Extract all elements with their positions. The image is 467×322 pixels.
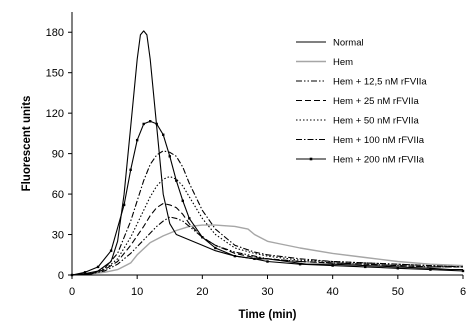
series-marker: [396, 267, 400, 270]
y-tick-label: 30: [52, 230, 64, 242]
series-marker: [188, 217, 191, 220]
series-marker: [364, 265, 367, 269]
series-line: [71, 175, 464, 276]
series-marker: [96, 265, 100, 269]
series-line: [71, 202, 463, 276]
legend-label: Hem + 25 nM rFVIIa: [333, 96, 420, 107]
y-tick-label: 180: [46, 27, 64, 39]
legend-label: Hem + 50 nM rFVIIa: [333, 116, 420, 127]
series-line: [71, 120, 464, 276]
series-marker: [155, 122, 158, 126]
y-axis-title: Fluorescent units: [21, 96, 33, 192]
legend-label: Hem + 12,5 nM rFVIIa: [333, 77, 427, 88]
x-tick-label: 0: [69, 286, 75, 298]
legend-label: Hem + 100 nM rFVIIa: [333, 135, 425, 146]
legend-label: Hem + 200 nM rFVIIa: [333, 155, 425, 166]
series-marker: [122, 203, 126, 207]
series-line: [71, 224, 464, 276]
y-tick-label: 60: [52, 189, 64, 201]
series-marker: [142, 122, 145, 126]
x-tick-label: 10: [131, 286, 143, 298]
series-marker: [253, 257, 256, 261]
x-tick-label: 50: [392, 286, 404, 298]
series-marker: [162, 133, 165, 136]
series-marker: [233, 254, 237, 258]
series-line: [71, 30, 463, 276]
y-tick-label: 120: [46, 108, 64, 120]
series-marker: [109, 249, 113, 252]
series-marker: [181, 199, 184, 203]
x-tick-label: 30: [261, 286, 273, 298]
series-marker: [461, 269, 465, 273]
x-tick-label: 6: [460, 286, 466, 298]
series-marker: [168, 155, 171, 158]
x-tick-label: 40: [327, 286, 339, 298]
y-tick-label: 0: [58, 270, 64, 282]
series-marker: [298, 263, 302, 266]
axes: 0 30 60 90 120 150 180 0 10 20 30 40 50 6 Time (min) Fl…: [21, 12, 466, 321]
series-marker: [429, 268, 432, 271]
series-marker: [149, 120, 152, 123]
series-line: [71, 216, 463, 276]
y-tick-label: 90: [52, 149, 64, 161]
series-marker: [175, 179, 178, 182]
series-marker: [201, 236, 204, 239]
legend-label: Hem: [333, 57, 353, 68]
plot-area: [70, 30, 465, 277]
legend-label: Normal: [333, 38, 364, 49]
x-tick-label: 20: [196, 286, 208, 298]
legend: Normal Hem Hem + 12,5 nM rFVIIa Hem + 25 nM…: [296, 38, 427, 166]
series-marker: [214, 246, 217, 250]
series-marker: [331, 264, 334, 267]
y-tick-label: 150: [46, 68, 64, 80]
legend-marker: [309, 157, 313, 161]
x-axis-title: Time (min): [239, 309, 297, 321]
series-marker: [129, 168, 132, 171]
series-marker: [83, 271, 87, 274]
series-marker: [135, 138, 139, 142]
series-marker: [266, 260, 269, 263]
